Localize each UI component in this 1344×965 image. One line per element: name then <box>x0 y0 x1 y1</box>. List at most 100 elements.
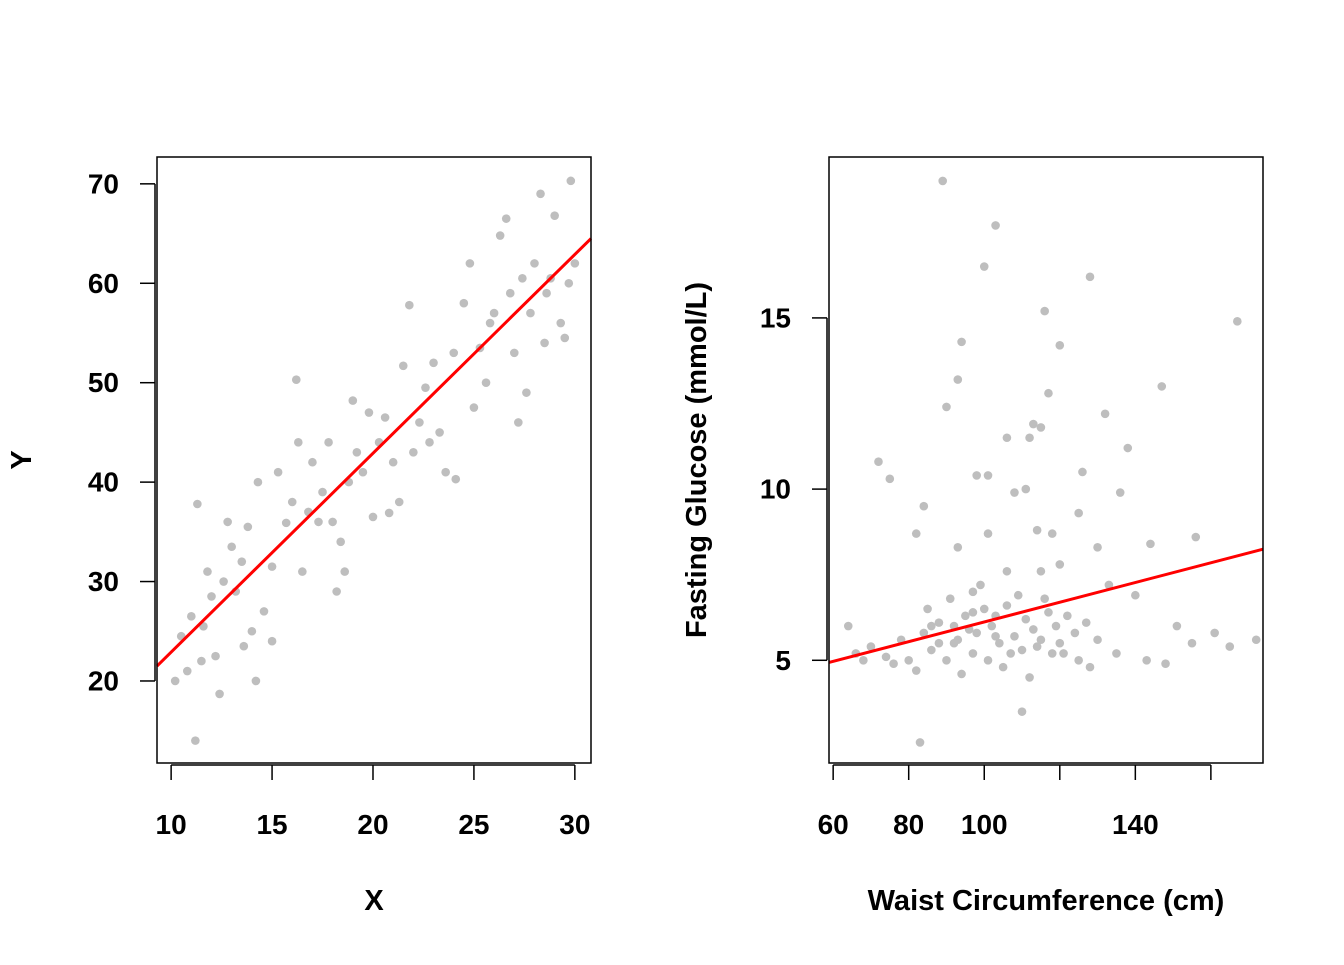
data-point <box>1002 433 1012 443</box>
data-point <box>1131 590 1140 600</box>
data-point <box>281 518 291 528</box>
data-point <box>514 418 523 427</box>
data-point <box>273 467 283 477</box>
data-point <box>983 655 993 665</box>
data-point <box>942 655 951 665</box>
data-point <box>1036 423 1046 432</box>
data-point <box>1161 659 1170 669</box>
data-point <box>1036 566 1046 576</box>
data-point <box>1146 539 1155 549</box>
data-point <box>191 736 200 745</box>
data-point <box>1021 614 1031 624</box>
data-point <box>243 522 253 532</box>
y-tick-label: 70 <box>88 168 119 199</box>
data-point <box>182 666 192 676</box>
y-tick-label: 10 <box>760 474 791 505</box>
data-point <box>874 457 883 467</box>
x-tick-label: 10 <box>156 809 187 840</box>
data-point <box>501 214 511 223</box>
data-point <box>485 318 495 328</box>
data-point <box>1074 655 1083 665</box>
data-point <box>287 497 297 507</box>
data-point <box>1006 649 1015 658</box>
data-point <box>398 361 408 371</box>
x-tick-label: 100 <box>961 809 1008 840</box>
y-tick-label: 40 <box>88 467 119 498</box>
data-point <box>1225 642 1235 651</box>
data-point <box>247 626 257 636</box>
data-point <box>1017 707 1027 716</box>
data-point <box>197 656 206 666</box>
data-point <box>927 621 936 631</box>
regression-line <box>828 547 1264 664</box>
data-point <box>352 447 362 457</box>
data-point <box>509 348 519 358</box>
data-point <box>1010 632 1019 641</box>
x-tick-label: 30 <box>559 809 590 840</box>
data-point <box>885 474 895 484</box>
data-point <box>945 594 955 603</box>
data-point <box>1070 628 1080 638</box>
data-point <box>904 655 913 665</box>
x-tick-label: 80 <box>893 809 924 840</box>
data-point <box>291 375 301 385</box>
data-point <box>203 567 212 576</box>
x-axis-label: Waist Circumference (cm) <box>868 885 1225 917</box>
data-point <box>564 278 574 288</box>
y-tick-label: 5 <box>775 645 791 676</box>
data-point <box>991 221 1000 230</box>
data-point <box>1055 560 1065 569</box>
data-point <box>1013 590 1023 600</box>
data-point <box>1104 580 1114 590</box>
data-point <box>1093 635 1102 645</box>
data-point <box>1051 621 1061 631</box>
data-point <box>409 447 418 457</box>
data-point <box>259 607 269 616</box>
data-point <box>421 383 430 392</box>
data-point <box>332 587 341 596</box>
data-point <box>495 231 505 240</box>
data-point <box>1100 409 1110 419</box>
data-point <box>987 621 997 631</box>
data-point <box>193 499 202 509</box>
data-point <box>1074 508 1083 518</box>
data-point <box>388 457 398 467</box>
data-point <box>1029 419 1038 429</box>
data-point <box>911 666 921 675</box>
data-point <box>328 517 337 527</box>
data-point <box>1078 467 1087 477</box>
data-point <box>1055 341 1065 350</box>
data-point <box>318 487 327 497</box>
data-point <box>889 659 898 669</box>
data-point <box>522 388 531 397</box>
data-point <box>441 467 450 477</box>
data-point <box>866 642 876 651</box>
data-point <box>451 474 461 484</box>
data-point <box>364 408 374 417</box>
data-point <box>1025 433 1034 443</box>
data-point <box>953 375 963 384</box>
data-point <box>505 288 515 298</box>
data-point <box>215 689 224 699</box>
data-point <box>979 604 989 614</box>
data-point <box>380 413 390 422</box>
data-point <box>1112 649 1121 658</box>
data-point <box>336 537 345 547</box>
data-point <box>227 542 236 552</box>
data-point <box>425 438 434 447</box>
data-point <box>340 567 350 576</box>
plot-frame <box>828 156 1264 764</box>
data-point <box>1040 594 1049 603</box>
x-tick-label: 140 <box>1112 809 1159 840</box>
data-point <box>489 308 499 318</box>
data-point <box>1032 525 1042 535</box>
data-point <box>1233 317 1242 326</box>
data-point <box>435 428 444 437</box>
data-point <box>843 621 853 631</box>
data-point <box>237 557 247 566</box>
data-point <box>415 418 424 427</box>
data-point <box>570 259 580 268</box>
data-point <box>923 604 932 614</box>
data-point <box>1002 601 1012 610</box>
data-point <box>518 273 527 283</box>
